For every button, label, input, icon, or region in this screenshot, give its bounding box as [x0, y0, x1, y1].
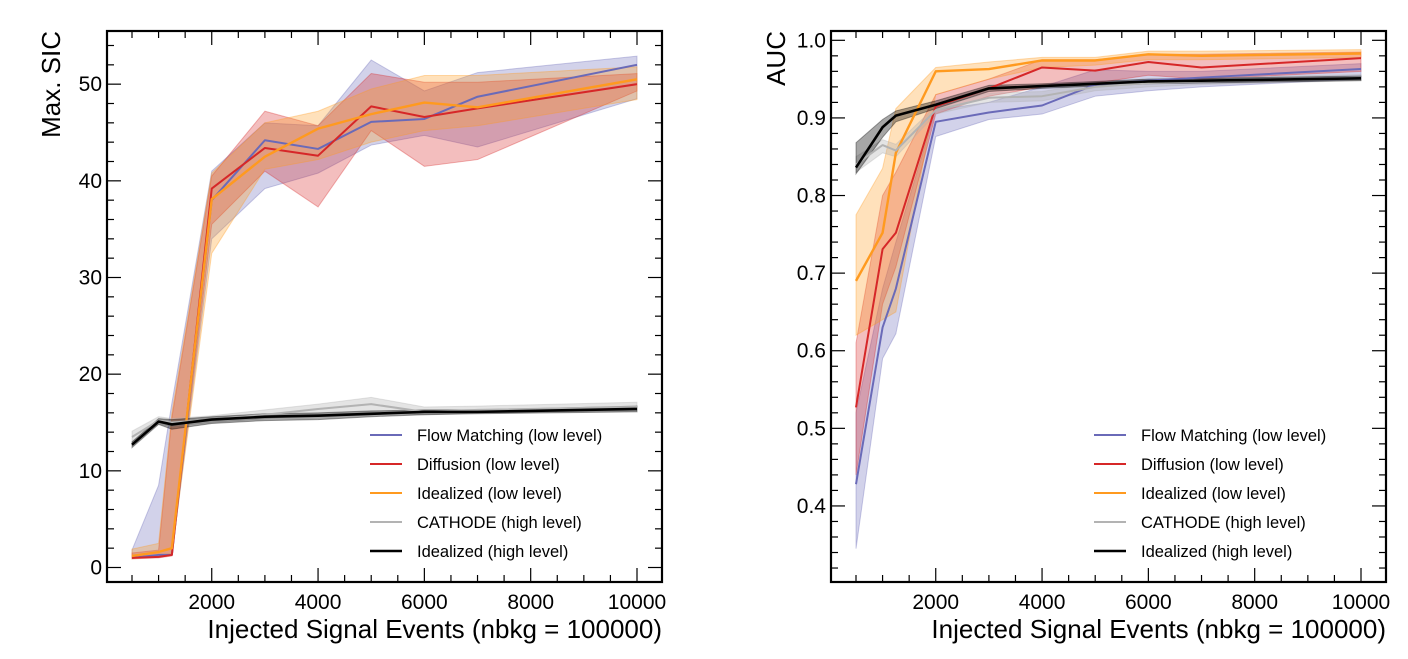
series-line-2	[854, 52, 1362, 282]
y-axis-label: Max. SIC	[36, 31, 66, 138]
y-tick-label: 0	[90, 557, 102, 580]
x-axis-label: Injected Signal Events (nbkg = 100000)	[207, 614, 662, 644]
y-tick-label: 0.4	[797, 495, 827, 518]
y-axis-label: AUC	[761, 31, 791, 86]
plot-area	[131, 55, 638, 560]
legend-entry-2: Idealized (low level)	[1141, 485, 1286, 503]
legend-entry-3: CATHODE (high level)	[1141, 514, 1306, 532]
x-tick-label: 8000	[1231, 591, 1278, 614]
legend-entry-1: Diffusion (low level)	[417, 456, 560, 474]
y-tick-label: 50	[79, 73, 102, 96]
series-line-1	[855, 57, 1362, 408]
y-tick-label: 0.7	[797, 262, 826, 285]
y-tick-label: 0.5	[797, 417, 826, 440]
plot-area	[854, 49, 1362, 549]
x-tick-label: 6000	[1125, 591, 1172, 614]
x-tick-label: 8000	[507, 591, 554, 614]
y-tick-label: 1.0	[797, 29, 826, 52]
y-tick-label: 20	[79, 363, 102, 386]
y-tick-label: 10	[79, 460, 102, 483]
legend-entry-0: Flow Matching (low level)	[1141, 427, 1326, 445]
series-line-1	[131, 83, 638, 559]
series-line-0	[855, 68, 1362, 485]
uncertainty-band-0	[131, 55, 638, 559]
series-line-4	[854, 77, 1362, 169]
x-tick-label: 10000	[1332, 591, 1390, 614]
y-tick-label: 0.6	[797, 340, 826, 363]
legend-entry-1: Diffusion (low level)	[1141, 456, 1284, 474]
sic-panel: 2000 4000 6000 8000 10000 0 10 20 30 40 50 Injected…	[36, 29, 666, 644]
auc-panel: 2000 4000 6000 8000 10000 0.4 0.5 0.6 0.7 0.8 0.9 1…	[761, 29, 1390, 644]
x-tick-label: 2000	[912, 591, 959, 614]
y-tick-label: 0.8	[797, 185, 826, 208]
series-line-2	[131, 78, 638, 558]
legend-entry-2: Idealized (low level)	[417, 485, 562, 503]
legend-entry-4: Idealized (high level)	[417, 543, 568, 561]
y-tick-label: 40	[79, 170, 102, 193]
x-tick-label: 6000	[401, 591, 448, 614]
series-line-4	[131, 407, 638, 446]
legend-entry-3: CATHODE (high level)	[417, 514, 582, 532]
y-tick-label: 0.9	[797, 107, 826, 130]
x-tick-label: 10000	[608, 591, 666, 614]
plot-frame	[829, 29, 1388, 584]
x-axis-label: Injected Signal Events (nbkg = 100000)	[931, 614, 1386, 644]
uncertainty-band-2	[855, 49, 1362, 337]
uncertainty-band-2	[131, 66, 638, 560]
y-tick-label: 30	[79, 267, 102, 290]
x-tick-label: 4000	[1019, 591, 1066, 614]
x-tick-label: 2000	[188, 591, 235, 614]
legend-entry-4: Idealized (high level)	[1141, 543, 1292, 561]
plot-frame	[105, 29, 664, 584]
x-tick-label: 4000	[295, 591, 342, 614]
uncertainty-band-4	[855, 75, 1362, 176]
uncertainty-band-1	[855, 51, 1362, 475]
legend-entry-0: Flow Matching (low level)	[417, 427, 602, 445]
